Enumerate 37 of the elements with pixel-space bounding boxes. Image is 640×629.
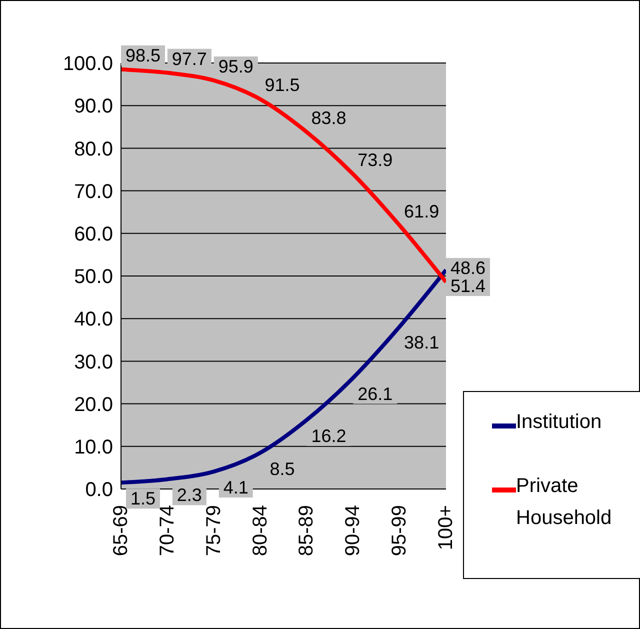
x-tick-label: 90-94 (342, 505, 364, 556)
data-label: 98.5 (125, 45, 161, 66)
y-tick-label: 90.0 (74, 96, 113, 118)
data-label: 97.7 (172, 48, 207, 69)
x-tick-label: 85-89 (296, 505, 318, 556)
y-tick-label: 20.0 (74, 394, 113, 416)
y-tick-label: 80.0 (74, 138, 113, 160)
x-tick-label: 80-84 (249, 505, 272, 556)
data-label: 8.5 (270, 458, 295, 479)
data-label: 48.6 (450, 258, 486, 278)
data-label: 16.2 (311, 426, 346, 446)
data-label: 1.5 (130, 488, 156, 509)
data-label: 38.1 (404, 332, 440, 353)
x-tick-label: 70-74 (156, 505, 178, 556)
x-tick-label: 75-79 (202, 505, 225, 556)
y-tick-label: 30.0 (74, 351, 113, 374)
y-tick-label: 50.0 (74, 266, 113, 288)
y-tick-label: 0.0 (85, 479, 113, 502)
data-label: 61.9 (404, 201, 440, 222)
y-tick-label: 40.0 (74, 308, 113, 331)
x-tick-label: 65-69 (110, 505, 132, 556)
legend-label: Private Household (516, 474, 613, 531)
data-label: 83.8 (311, 108, 346, 128)
legend-label: Institution (516, 410, 603, 435)
data-label: 26.1 (358, 384, 393, 404)
y-tick-label: 100.0 (62, 53, 113, 76)
x-tick-label: 95-99 (388, 505, 411, 556)
data-label: 95.9 (218, 56, 254, 76)
data-label: 91.5 (264, 75, 300, 96)
data-label: 2.3 (176, 485, 202, 506)
data-label: 51.4 (450, 276, 486, 296)
data-label: 73.9 (358, 150, 393, 170)
y-tick-label: 10.0 (74, 436, 113, 458)
data-label: 4.1 (223, 478, 248, 498)
x-tick-label: 100+ (435, 505, 457, 550)
y-tick-label: 70.0 (74, 180, 113, 203)
y-tick-label: 60.0 (74, 224, 113, 246)
